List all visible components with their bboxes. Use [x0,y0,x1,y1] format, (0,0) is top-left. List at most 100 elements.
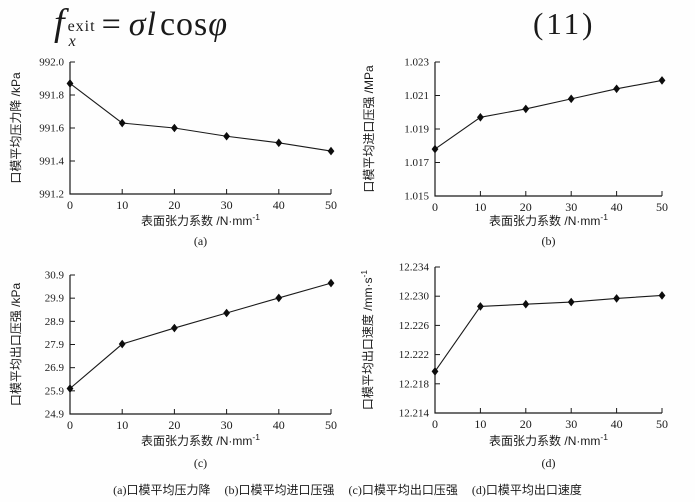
data-point-marker [327,146,335,156]
x-axis-label: 表面张力系数 /N·mm-1 [489,432,608,448]
y-axis-label: 口模平均出口压强 /kPa [9,283,23,407]
y-tick-label: 12.222 [399,349,429,361]
x-tick-label: 50 [325,198,337,212]
x-tick-label: 30 [565,200,577,214]
data-point-marker [613,84,620,94]
y-tick-label: 991.6 [39,123,64,135]
x-axis-label: 表面张力系数 /N·mm-1 [141,212,260,228]
x-tick-label: 50 [656,417,668,431]
chart-c: 24.9 25.9 26.9 27.9 28.9 29.9 30.9 0 10 20 30 40 50 表… [9,270,337,471]
data-point-marker [275,293,283,303]
x-tick-label: 40 [273,198,285,212]
chart-panel-d: 12.214 12.218 12.222 12.226 12.230 12.234 0 10 2… [348,260,695,478]
panel-sublabel: (c) [194,456,207,470]
data-line [69,83,332,152]
chart-panel-a: 991.2 991.4 991.6 991.8 992.0 0 10 20 30 40 50 表面张力… [0,55,347,257]
x-tick-label: 50 [656,200,668,214]
axes-spine [434,62,662,197]
panel-sublabel: (d) [542,456,556,470]
x-tick-label: 0 [67,418,73,432]
y-tick-label: 991.4 [39,156,64,168]
caption-item-c: (c)口模平均出口压强 [348,483,458,497]
data-point-marker [613,294,620,303]
x-tick-label: 40 [611,200,623,214]
x-tick-label: 20 [168,198,180,212]
axes-spine [69,62,331,195]
chart-b: 1.015 1.017 1.019 1.021 1.023 0 10 20 30 40 50 表面张力… [362,57,668,249]
y-tick-label: 12.234 [399,262,430,274]
equation-subscript: x [68,32,77,50]
equals-sign: = [101,6,122,43]
x-tick-label: 30 [221,198,233,212]
data-point-marker [431,144,439,154]
x-tick-label: 50 [325,418,337,432]
data-point-marker [522,104,530,114]
chart-panel-c: 24.9 25.9 26.9 27.9 28.9 29.9 30.9 0 10 20 30 40 50 表… [0,260,347,478]
y-tick-label: 12.214 [399,408,430,420]
y-tick-label: 1.021 [404,90,429,102]
x-tick-label: 0 [432,200,438,214]
data-point-marker [223,308,230,318]
y-tick-label: 25.9 [45,385,65,397]
data-point-marker [66,384,74,393]
equation-number: (11) [533,6,596,41]
y-tick-label: 28.9 [45,316,65,328]
x-tick-label: 0 [67,198,73,212]
y-axis-label: 口模平均压力降 /kPa [9,72,23,184]
data-point-marker [118,118,126,128]
chart-panel-b: 1.015 1.017 1.019 1.021 1.023 0 10 20 30 40 50 表面张力… [348,55,695,257]
data-point-marker [477,302,484,311]
equation-phi: φ [208,6,229,43]
data-line [434,79,663,150]
y-tick-label: 12.218 [399,378,430,390]
y-tick-label: 24.9 [45,409,65,421]
data-line [69,282,332,389]
figure-caption: (a)口模平均压力降 (b)口模平均进口压强 (c)口模平均出口压强 (d)口模平均出… [0,481,695,498]
y-axis-label: 口模平均进口压强 /MPa [362,65,376,193]
y-tick-label: 30.9 [45,270,65,282]
equation: f exit x = σlcosφ [54,1,228,49]
data-point-marker [567,94,575,104]
y-tick-label: 1.017 [404,157,429,169]
x-tick-label: 40 [611,417,623,431]
y-tick-label: 992.0 [39,57,64,69]
panel-sublabel: (b) [542,234,556,248]
equation-supsub: exit x [67,17,96,50]
x-tick-label: 30 [565,417,577,431]
data-point-marker [171,123,178,133]
equation-superscript: exit [67,17,96,35]
y-axis-label: 口模平均出口速度 /mm·s-1 [359,270,375,411]
equation-rhs-sigma-l: σl [128,6,157,43]
data-line [434,294,663,372]
x-tick-label: 10 [116,418,128,432]
y-tick-label: 1.015 [404,191,429,203]
y-tick-label: 1.023 [404,57,429,69]
x-tick-label: 20 [520,417,532,431]
data-point-marker [658,76,666,85]
y-tick-label: 27.9 [45,339,65,351]
caption-item-b: (b)口模平均进口压强 [224,483,335,497]
axes-spine [69,275,331,415]
x-tick-label: 10 [474,200,486,214]
data-point-marker [171,323,178,333]
chart-a: 991.2 991.4 991.6 991.8 992.0 0 10 20 30 40 50 表面张力… [9,57,337,249]
y-tick-label: 12.226 [399,320,430,332]
data-point-marker [223,131,230,141]
y-tick-label: 26.9 [45,362,65,374]
y-tick-label: 991.2 [39,189,64,201]
data-point-marker [275,138,283,148]
data-point-marker [522,299,530,309]
axes-spine [434,267,662,414]
x-tick-label: 10 [116,198,128,212]
y-tick-label: 12.230 [399,291,430,303]
y-tick-label: 991.8 [39,90,64,102]
data-point-marker [327,278,335,288]
data-point-marker [567,297,575,307]
x-tick-label: 20 [168,418,180,432]
x-tick-label: 30 [221,418,233,432]
x-tick-label: 40 [273,418,285,432]
chart-d: 12.214 12.218 12.222 12.226 12.230 12.234 0 10 2… [359,262,668,471]
data-point-marker [477,112,484,122]
y-tick-label: 1.019 [404,124,429,136]
